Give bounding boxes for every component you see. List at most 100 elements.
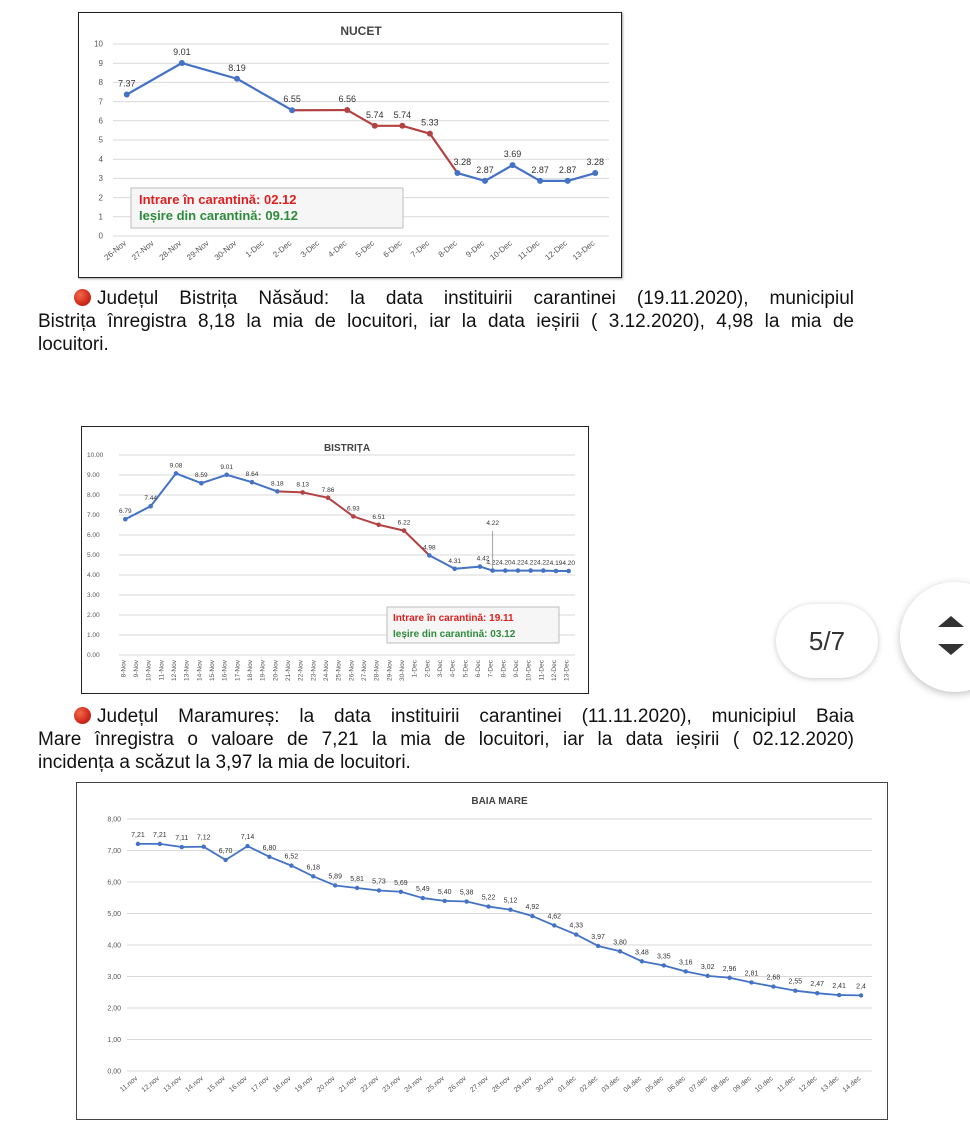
x-tick-label: 11.nov: [119, 1075, 140, 1094]
legend-quarantine-exit: Ieșire din carantină: 09.12: [139, 208, 298, 223]
y-tick-label: 5: [99, 136, 104, 145]
y-tick-label: 0,00: [107, 1068, 121, 1075]
data-label: 4.20: [562, 560, 575, 567]
y-tick-label: 6,00: [107, 879, 121, 886]
y-tick-label: 3.00: [87, 592, 100, 599]
nucet-chart: NUCET 0 1 2 3 4 5 6 7 8 9 10 26-Nov 27-Nov 28-Nov 29-No…: [78, 12, 622, 278]
data-point: [427, 553, 432, 558]
data-point: [179, 844, 184, 850]
y-tick-label: 1,00: [107, 1037, 121, 1044]
x-tick-label: 01.dec: [557, 1075, 578, 1094]
data-label: 5,49: [416, 886, 430, 893]
data-label: 4.42: [477, 556, 490, 563]
data-label: 3,97: [591, 934, 605, 941]
x-tick-label: 12.nov: [141, 1075, 162, 1094]
y-tick-label: 10: [94, 40, 103, 49]
x-tick-label: 8-Dec: [500, 659, 507, 677]
y-tick-label: 5,00: [107, 911, 121, 918]
data-point: [300, 490, 305, 495]
data-label: 5,12: [504, 898, 518, 905]
page-scroll-button[interactable]: [900, 582, 970, 692]
data-point: [503, 568, 508, 573]
data-point: [683, 969, 688, 974]
x-tick-label: 28-Nov: [158, 239, 184, 262]
data-point: [509, 162, 516, 169]
data-point: [148, 503, 153, 509]
legend-quarantine-exit: Ieșire din carantină: 03.12: [393, 629, 516, 640]
x-tick-label: 03.dec: [601, 1075, 622, 1094]
x-tick-label: 5-Dec: [354, 239, 376, 260]
x-tick-label: 18-Nov: [247, 659, 254, 681]
x-tick-label: 28.nov: [491, 1075, 512, 1094]
x-tick-label: 30-Nov: [399, 659, 406, 681]
series-segment: [511, 164, 542, 182]
data-label: 4.98: [423, 544, 436, 551]
data-label: 7.44: [144, 495, 157, 502]
series-segment: [125, 61, 183, 96]
series-segment: [202, 845, 227, 861]
data-point: [401, 528, 407, 533]
x-tick-label: 21-Nov: [285, 659, 292, 681]
data-label: 7,21: [131, 832, 145, 839]
data-label: 5,22: [482, 895, 496, 902]
quarantine-segment: [352, 515, 380, 526]
x-tick-label: 29-Nov: [386, 659, 393, 681]
data-point: [537, 177, 544, 184]
x-tick-label: 10-Dec: [526, 659, 533, 681]
data-point: [249, 479, 255, 485]
x-tick-label: 1-Dec: [244, 239, 266, 260]
data-label: 9.01: [220, 464, 233, 471]
data-point: [223, 857, 228, 863]
data-point: [157, 841, 163, 847]
x-tick-label: 12-Dec: [551, 659, 558, 681]
series-segment: [483, 164, 514, 182]
maramures-paragraph: Județul Maramureș: la data instituirii c…: [38, 705, 854, 774]
y-tick-label: 4.00: [87, 572, 100, 579]
data-point: [311, 874, 316, 879]
y-tick-label: 6: [99, 116, 104, 125]
legend-quarantine-entry: Intrare în carantină: 19.11: [393, 613, 514, 624]
y-tick-label: 1.00: [87, 632, 100, 639]
data-label: 4.22: [512, 560, 525, 567]
x-tick-label: 10.dec: [754, 1075, 775, 1094]
data-label: 6,70: [219, 848, 233, 855]
data-label: 4.19: [550, 560, 563, 567]
bistrita-chart: BISTRIȚA 0.00 1.00 2.00 3.00 4.00 5.00 6.00 7.00…: [81, 426, 589, 694]
chart-title: BAIA MARE: [471, 796, 528, 807]
series-segment: [509, 908, 534, 917]
series-segment: [456, 171, 487, 182]
data-label: 5,89: [328, 873, 342, 880]
x-tick-label: 23.nov: [382, 1075, 403, 1094]
bistrita-paragraph-text-1: Județul Bistrița Năsăud: la data institu…: [97, 288, 854, 309]
data-label: 3,16: [679, 959, 693, 966]
quarantine-segment: [401, 124, 431, 135]
series-segment: [750, 981, 775, 988]
x-tick-label: 14.dec: [842, 1075, 863, 1094]
data-point: [267, 854, 272, 859]
data-point: [793, 988, 798, 993]
data-point: [325, 495, 331, 501]
data-point: [376, 522, 381, 528]
x-tick-label: 13-Dec: [571, 239, 597, 262]
series-segment: [566, 171, 597, 182]
data-label: 5,40: [438, 889, 452, 896]
data-label: 5.74: [366, 110, 384, 120]
data-label: 7.37: [118, 78, 136, 88]
data-label: 6.55: [283, 94, 301, 104]
baia-mare-chart: BAIA MARE 0,00 1,00 2,00 3,00 4,00 5,00 6,00 7,0…: [76, 782, 888, 1120]
data-point: [482, 177, 488, 184]
data-label: 7,11: [175, 835, 188, 842]
data-label: 3.28: [586, 157, 604, 167]
series-segment: [268, 855, 293, 867]
data-label: 2,96: [723, 966, 737, 973]
data-point: [836, 992, 842, 998]
series-segment: [149, 472, 177, 508]
data-point: [464, 899, 469, 904]
scroll-up-icon: [938, 616, 964, 627]
data-label: 5,81: [350, 876, 364, 883]
data-point: [199, 480, 204, 486]
x-tick-label: 14-Nov: [196, 659, 203, 681]
x-tick-label: 6-Dec: [475, 659, 482, 677]
series-segment: [728, 976, 753, 984]
series-segment: [158, 842, 183, 848]
